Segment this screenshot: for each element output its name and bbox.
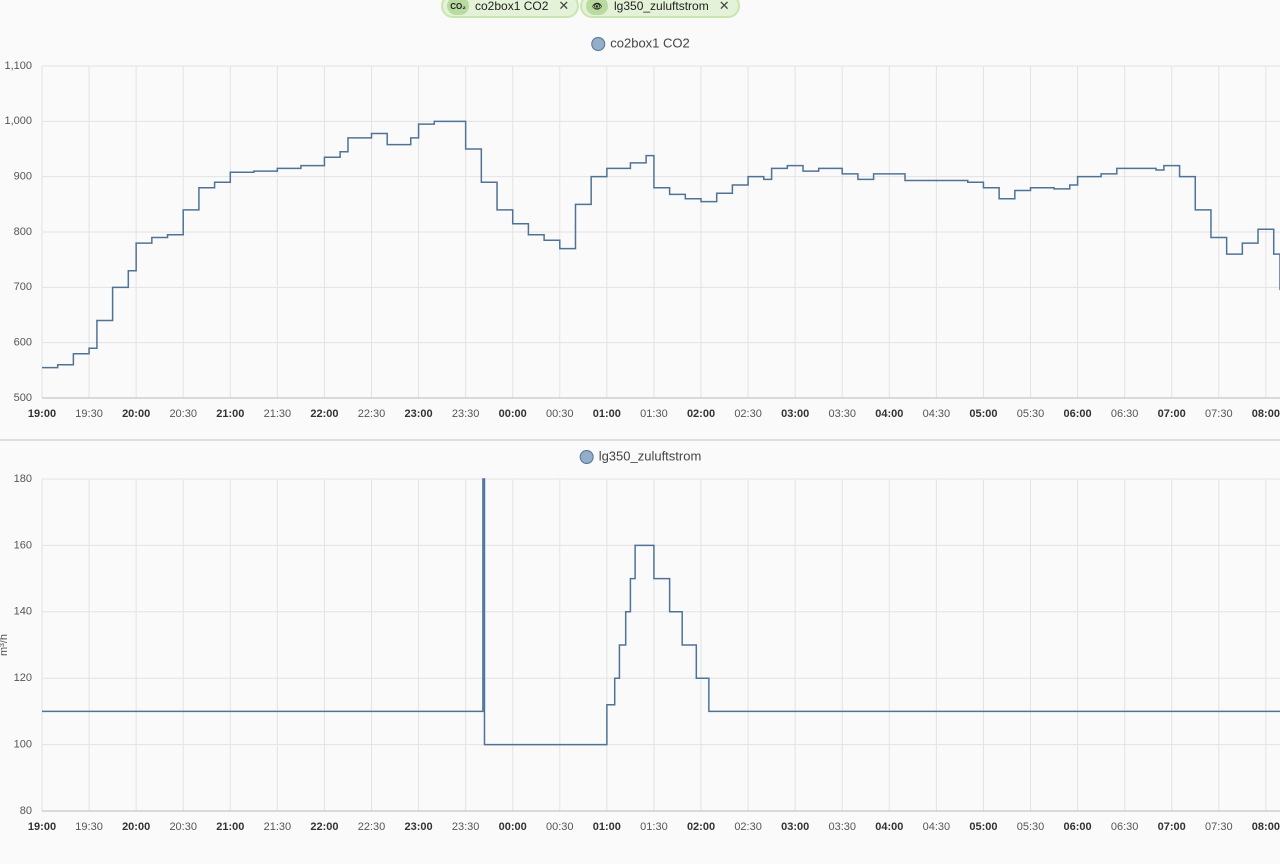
y-tick-label: 1,000 (4, 115, 32, 127)
legend-dot (579, 450, 594, 464)
legend-label: co2box1 CO2 (610, 35, 690, 50)
x-tick-label: 03:00 (781, 408, 809, 420)
y-tick-label: 120 (14, 672, 32, 684)
x-tick-label: 07:30 (1205, 408, 1233, 420)
x-tick-label: 19:00 (28, 821, 56, 833)
x-tick-label: 21:00 (216, 821, 244, 833)
x-tick-label: 00:30 (546, 408, 574, 420)
x-tick-label: 01:30 (640, 821, 668, 833)
x-tick-label: 19:00 (28, 408, 56, 420)
y-tick-label: 180 (14, 473, 32, 485)
x-tick-label: 00:30 (546, 821, 574, 833)
y-tick-label: 140 (14, 606, 32, 618)
x-tick-label: 23:30 (452, 408, 480, 420)
x-tick-label: 05:30 (1017, 821, 1045, 833)
x-tick-label: 02:30 (734, 821, 762, 833)
x-tick-label: 23:00 (405, 821, 433, 833)
y-tick-label: 80 (20, 805, 32, 817)
x-tick-label: 19:30 (75, 408, 103, 420)
data-line (42, 120, 1280, 369)
y-tick-label: 500 (14, 392, 32, 404)
x-tick-label: 04:30 (923, 408, 951, 420)
x-tick-label: 06:00 (1064, 821, 1092, 833)
chip-label: lg350_zuluftstrom (614, 0, 709, 13)
x-tick-label: 02:00 (687, 408, 715, 420)
chip-close[interactable]: ✕ (558, 0, 570, 13)
chip-icon: CO₂ (447, 0, 469, 15)
x-tick-label: 05:00 (969, 408, 997, 420)
x-tick-label: 20:00 (122, 408, 150, 420)
x-tick-label: 21:30 (264, 821, 292, 833)
x-tick-label: 00:00 (499, 821, 527, 833)
x-tick-label: 06:30 (1111, 821, 1139, 833)
x-tick-label: 08:00 (1252, 408, 1280, 420)
chip-close[interactable]: ✕ (718, 0, 730, 13)
x-tick-label: 01:30 (640, 408, 668, 420)
x-tick-label: 06:00 (1064, 408, 1092, 420)
x-tick-label: 04:00 (875, 408, 903, 420)
x-tick-label: 20:30 (169, 408, 197, 420)
x-tick-label: 22:00 (310, 408, 338, 420)
x-tick-label: 20:30 (169, 821, 197, 833)
x-tick-label: 22:30 (358, 821, 386, 833)
x-tick-label: 07:00 (1158, 408, 1186, 420)
chip-label: co2box1 CO2 (475, 0, 549, 13)
x-tick-label: 07:00 (1158, 821, 1186, 833)
y-tick-label: 100 (14, 739, 32, 751)
y-axis-label: m³/h (0, 634, 10, 656)
x-tick-label: 19:30 (75, 821, 103, 833)
y-tick-label: 700 (14, 281, 32, 293)
x-tick-label: 22:00 (310, 821, 338, 833)
x-tick-label: 03:30 (828, 821, 856, 833)
x-tick-label: 03:30 (828, 408, 856, 420)
x-tick-label: 07:30 (1205, 821, 1233, 833)
data-line (42, 478, 1280, 746)
x-tick-label: 06:30 (1111, 408, 1139, 420)
x-tick-label: 23:30 (452, 821, 480, 833)
x-tick-label: 23:00 (405, 408, 433, 420)
legend-label: lg350_zuluftstrom (599, 448, 702, 463)
x-tick-label: 08:00 (1252, 821, 1280, 833)
x-tick-label: 05:00 (969, 821, 997, 833)
x-tick-label: 20:00 (122, 821, 150, 833)
y-tick-label: 600 (14, 337, 32, 349)
y-tick-label: 900 (14, 171, 32, 183)
y-tick-label: 1,100 (4, 60, 32, 72)
chip-icon: 👁 (586, 0, 608, 15)
x-tick-label: 02:30 (734, 408, 762, 420)
x-tick-label: 22:30 (358, 408, 386, 420)
x-tick-label: 21:00 (216, 408, 244, 420)
x-tick-label: 03:00 (781, 821, 809, 833)
x-tick-label: 01:00 (593, 408, 621, 420)
x-tick-label: 21:30 (264, 408, 292, 420)
x-tick-label: 00:00 (499, 408, 527, 420)
y-tick-label: 800 (14, 226, 32, 238)
x-tick-label: 01:00 (593, 821, 621, 833)
x-tick-label: 05:30 (1017, 408, 1045, 420)
x-tick-label: 02:00 (687, 821, 715, 833)
chip[interactable]: 👁 lg350_zuluftstrom ✕ (580, 0, 740, 18)
x-tick-label: 04:30 (923, 821, 951, 833)
legend-dot (591, 37, 606, 51)
x-tick-label: 04:00 (875, 821, 903, 833)
y-tick-label: 160 (14, 539, 32, 551)
chip[interactable]: CO₂ co2box1 CO2 ✕ (441, 0, 580, 18)
